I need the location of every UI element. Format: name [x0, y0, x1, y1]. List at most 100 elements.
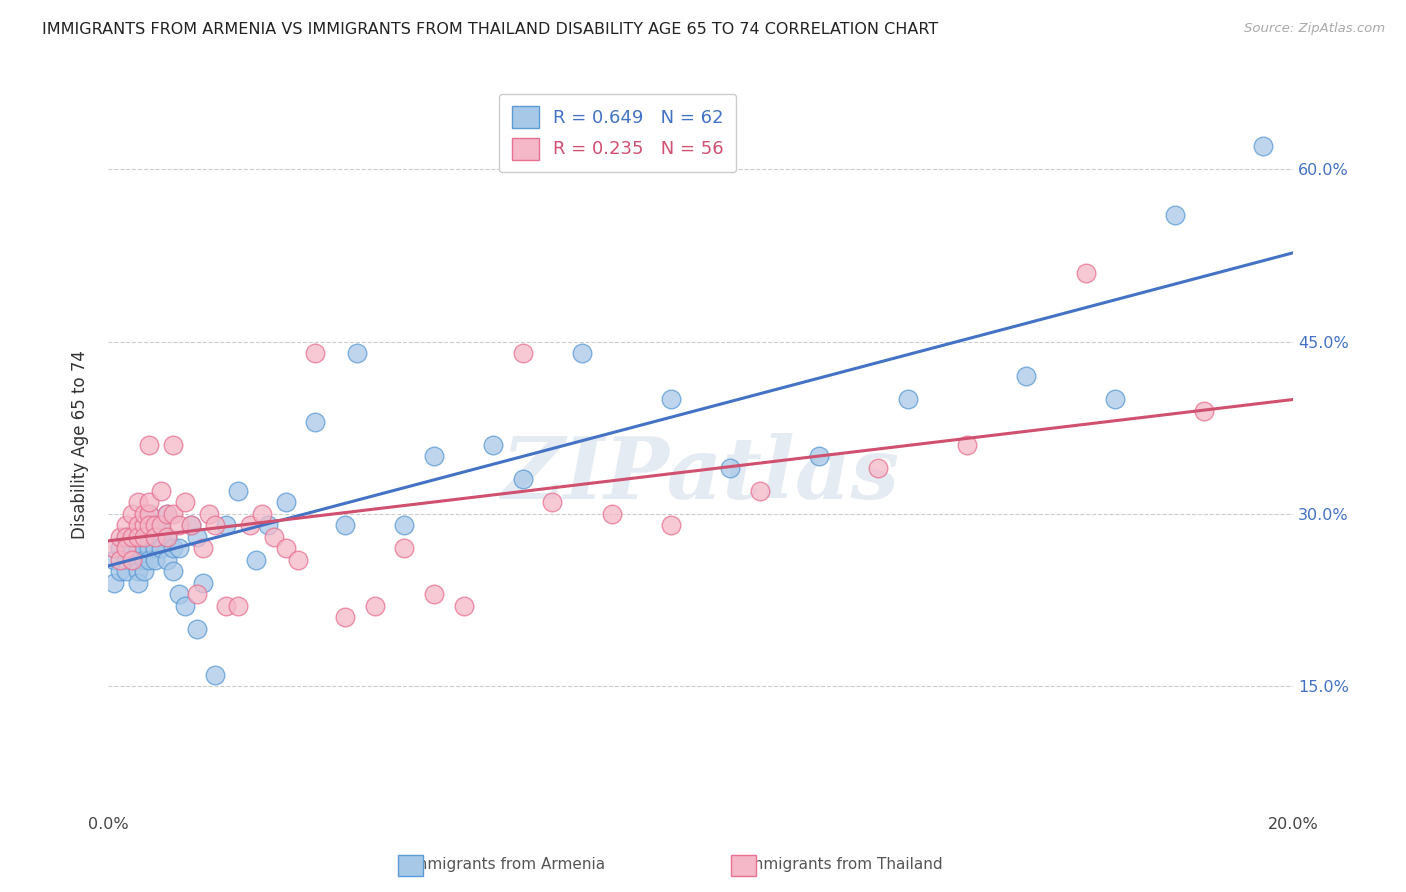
Point	[132, 541, 155, 556]
Point	[197, 507, 219, 521]
Point	[145, 518, 167, 533]
Point	[167, 518, 190, 533]
Point	[228, 483, 250, 498]
Point	[287, 553, 309, 567]
Point	[150, 483, 173, 498]
Point	[150, 530, 173, 544]
Point	[162, 507, 184, 521]
Point	[156, 530, 179, 544]
Point	[748, 483, 770, 498]
Point	[1074, 266, 1097, 280]
Point	[423, 450, 446, 464]
Point	[346, 346, 368, 360]
Point	[108, 541, 131, 556]
Point	[333, 518, 356, 533]
Point	[162, 565, 184, 579]
Point	[156, 507, 179, 521]
Text: IMMIGRANTS FROM ARMENIA VS IMMIGRANTS FROM THAILAND DISABILITY AGE 65 TO 74 CORR: IMMIGRANTS FROM ARMENIA VS IMMIGRANTS FR…	[42, 22, 938, 37]
Text: ZIPatlas: ZIPatlas	[502, 433, 900, 516]
Point	[103, 575, 125, 590]
Point	[127, 553, 149, 567]
Point	[138, 518, 160, 533]
Point	[394, 518, 416, 533]
Point	[274, 495, 297, 509]
Point	[423, 587, 446, 601]
Point	[1163, 208, 1185, 222]
Point	[186, 530, 208, 544]
Point	[245, 553, 267, 567]
Point	[394, 541, 416, 556]
Point	[132, 553, 155, 567]
Point	[541, 495, 564, 509]
Point	[1192, 403, 1215, 417]
Point	[103, 541, 125, 556]
Point	[659, 392, 682, 406]
Point	[571, 346, 593, 360]
Point	[114, 541, 136, 556]
Text: Source: ZipAtlas.com: Source: ZipAtlas.com	[1244, 22, 1385, 36]
Point	[156, 507, 179, 521]
Point	[156, 530, 179, 544]
Point	[108, 553, 131, 567]
Point	[482, 438, 505, 452]
Point	[114, 553, 136, 567]
Point	[191, 541, 214, 556]
Point	[121, 530, 143, 544]
Point	[138, 541, 160, 556]
Point	[250, 507, 273, 521]
Point	[274, 541, 297, 556]
Point	[127, 495, 149, 509]
Point	[174, 599, 197, 613]
Point	[868, 461, 890, 475]
Point	[132, 530, 155, 544]
Point	[363, 599, 385, 613]
Point	[167, 541, 190, 556]
Point	[600, 507, 623, 521]
Point	[718, 461, 741, 475]
Point	[167, 587, 190, 601]
Legend: R = 0.649   N = 62, R = 0.235   N = 56: R = 0.649 N = 62, R = 0.235 N = 56	[499, 94, 737, 172]
Point	[132, 530, 155, 544]
Point	[138, 507, 160, 521]
Point	[121, 530, 143, 544]
Point	[132, 518, 155, 533]
Point	[138, 507, 160, 521]
Point	[304, 415, 326, 429]
Point	[512, 472, 534, 486]
Point	[257, 518, 280, 533]
Point	[145, 541, 167, 556]
Point	[127, 530, 149, 544]
Point	[228, 599, 250, 613]
Point	[114, 530, 136, 544]
Point	[239, 518, 262, 533]
Point	[145, 553, 167, 567]
Point	[191, 575, 214, 590]
Point	[897, 392, 920, 406]
Point	[138, 553, 160, 567]
Point	[156, 553, 179, 567]
Point	[186, 587, 208, 601]
Point	[114, 565, 136, 579]
Point	[512, 346, 534, 360]
Point	[145, 530, 167, 544]
Point	[127, 541, 149, 556]
Point	[127, 565, 149, 579]
Point	[180, 518, 202, 533]
Text: Immigrants from Thailand: Immigrants from Thailand	[744, 857, 943, 872]
Point	[121, 507, 143, 521]
Point	[108, 530, 131, 544]
Point	[114, 530, 136, 544]
Point	[121, 553, 143, 567]
Point	[127, 575, 149, 590]
Point	[145, 518, 167, 533]
Point	[174, 495, 197, 509]
Point	[150, 518, 173, 533]
Point	[453, 599, 475, 613]
Point	[121, 553, 143, 567]
Point	[215, 599, 238, 613]
Point	[304, 346, 326, 360]
Point	[114, 518, 136, 533]
Point	[215, 518, 238, 533]
Point	[263, 530, 285, 544]
Point	[1253, 139, 1275, 153]
